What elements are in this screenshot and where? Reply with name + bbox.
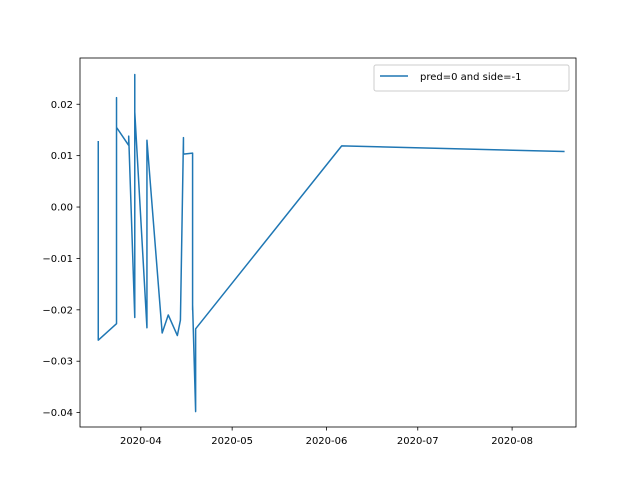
legend-label: pred=0 and side=-1 xyxy=(420,72,522,83)
y-tick-label: 0.00 xyxy=(51,203,73,214)
series-line-0 xyxy=(97,73,565,413)
x-tick-label: 2020-04 xyxy=(120,436,162,447)
y-tick-label: 0.01 xyxy=(51,151,73,162)
legend-box xyxy=(373,64,570,92)
y-tick-label: −0.01 xyxy=(42,254,73,265)
x-axis: 2020-04 2020-05 2020-06 2020-07 2020-08 xyxy=(120,427,533,447)
plot-frame xyxy=(79,57,577,428)
x-tick-label: 2020-07 xyxy=(397,436,439,447)
y-tick-label: −0.03 xyxy=(42,357,73,368)
legend: pred=0 and side=-1 xyxy=(373,64,570,92)
y-tick-label: −0.04 xyxy=(42,408,73,419)
x-tick-label: 2020-08 xyxy=(491,436,533,447)
y-tick-label: −0.02 xyxy=(42,305,73,316)
axes-layer xyxy=(79,57,577,428)
x-tick-label: 2020-05 xyxy=(211,436,253,447)
series-layer xyxy=(97,73,565,413)
y-axis: 0.02 0.01 0.00 −0.01 −0.02 −0.03 −0.04 xyxy=(42,100,80,419)
x-tick-label: 2020-06 xyxy=(306,436,348,447)
plot-area xyxy=(80,58,576,427)
y-tick-label: 0.02 xyxy=(51,100,73,111)
